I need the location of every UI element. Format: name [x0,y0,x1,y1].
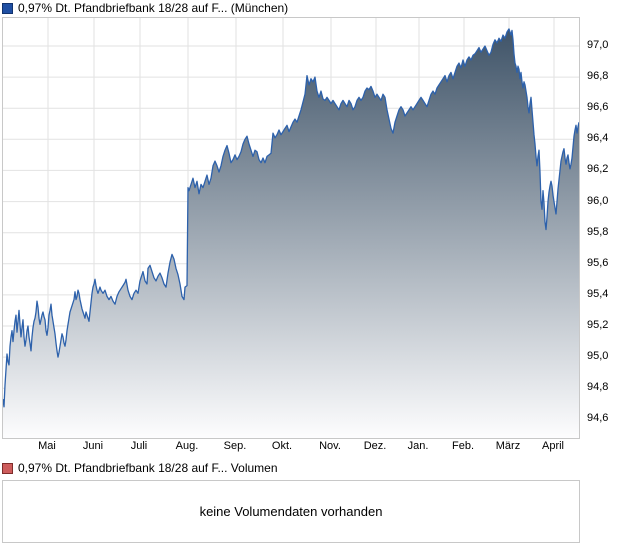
y-tick-label: 95,8 [587,225,609,238]
x-tick-label: Juli [130,440,148,452]
volume-series-marker-icon [2,462,13,474]
price-chart-legend: 0,97% Dt. Pfandbriefbank 18/28 auf F... … [2,1,288,15]
x-tick-label: Dez. [363,440,387,452]
price-series-label: 0,97% Dt. Pfandbriefbank 18/28 auf F... … [18,1,289,15]
volume-empty-message: keine Volumendaten vorhanden [199,504,383,519]
y-tick-label: 96,8 [587,70,609,83]
x-tick-label: Aug. [175,440,199,452]
y-tick-label: 94,8 [587,381,609,394]
price-line [3,28,579,408]
y-tick-label: 95,0 [587,350,609,363]
x-tick-label: Jan. [407,440,429,452]
x-tick-label: Okt. [271,440,293,452]
y-tick-label: 96,6 [587,101,609,114]
y-tick-label: 95,6 [587,256,609,269]
y-tick-label: 97,0 [587,39,609,51]
y-tick-label: 96,4 [587,132,609,145]
x-tick-label: Juni [82,440,104,452]
volume-chart-legend: 0,97% Dt. Pfandbriefbank 18/28 auf F... … [2,461,278,475]
y-tick-label: 95,2 [587,319,609,331]
x-tick-label: Feb. [451,440,475,452]
price-series-marker-icon [2,2,13,14]
y-tick-label: 95,4 [587,287,609,300]
x-tick-label: Sep. [223,440,247,452]
x-tick-label: April [541,440,565,452]
volume-chart-panel: keine Volumendaten vorhanden [2,480,580,543]
volume-series-label: 0,97% Dt. Pfandbriefbank 18/28 auf F... … [18,461,278,475]
x-tick-label: Mai [38,440,56,452]
y-tick-label: 96,0 [587,194,609,207]
price-area-fill [3,28,579,438]
y-tick-label: 96,2 [587,163,609,176]
x-tick-label: Nov. [319,440,341,452]
price-chart-plot-area[interactable] [2,17,580,439]
y-tick-label: 94,6 [587,412,609,425]
x-tick-label: März [495,440,521,452]
